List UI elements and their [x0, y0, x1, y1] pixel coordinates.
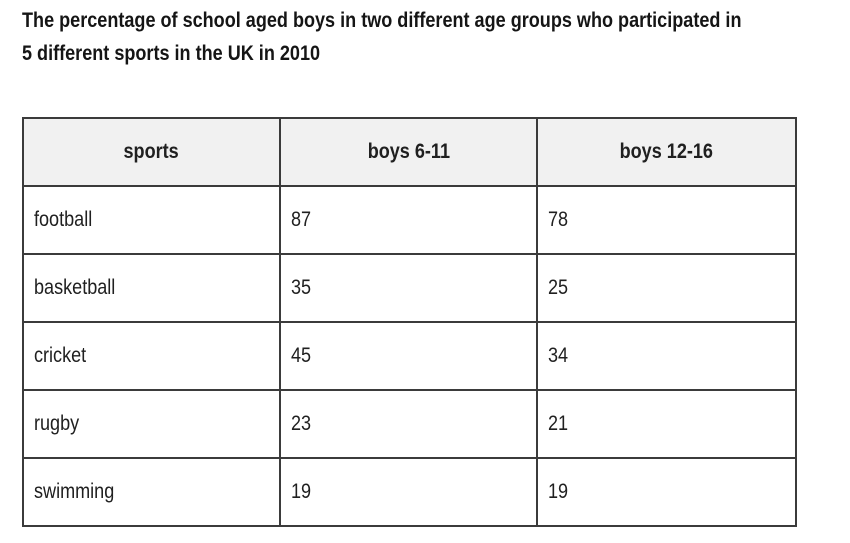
sport-cell: cricket: [22, 321, 281, 391]
sport-cell: football: [22, 185, 281, 255]
title-line-1: The percentage of school aged boys in tw…: [22, 9, 742, 32]
table-row: football 87 78: [22, 185, 797, 255]
title-line-2: 5 different sports in the UK in 2010: [22, 42, 321, 65]
sport-cell: basketball: [22, 253, 281, 323]
value-cell-boys-12-16: 25: [536, 253, 797, 323]
value-cell-boys-12-16: 78: [536, 185, 797, 255]
table-row: swimming 19 19: [22, 457, 797, 527]
value-cell-boys-6-11: 45: [279, 321, 538, 391]
sport-cell: swimming: [22, 457, 281, 527]
value-cell-boys-12-16: 21: [536, 389, 797, 459]
value-cell-boys-6-11: 23: [279, 389, 538, 459]
header-sports: sports: [22, 117, 281, 187]
table-row: rugby 23 21: [22, 389, 797, 459]
chart-title: The percentage of school aged boys in tw…: [22, 4, 742, 70]
value-cell-boys-6-11: 35: [279, 253, 538, 323]
sport-cell: rugby: [22, 389, 281, 459]
header-boys-12-16: boys 12-16: [536, 117, 797, 187]
value-cell-boys-12-16: 34: [536, 321, 797, 391]
value-cell-boys-6-11: 19: [279, 457, 538, 527]
header-row: sports boys 6-11 boys 12-16: [22, 117, 797, 187]
header-boys-6-11: boys 6-11: [279, 117, 538, 187]
value-cell-boys-12-16: 19: [536, 457, 797, 527]
sports-participation-table: sports boys 6-11 boys 12-16 football 87 …: [22, 117, 797, 527]
table-row: cricket 45 34: [22, 321, 797, 391]
table-row: basketball 35 25: [22, 253, 797, 323]
value-cell-boys-6-11: 87: [279, 185, 538, 255]
